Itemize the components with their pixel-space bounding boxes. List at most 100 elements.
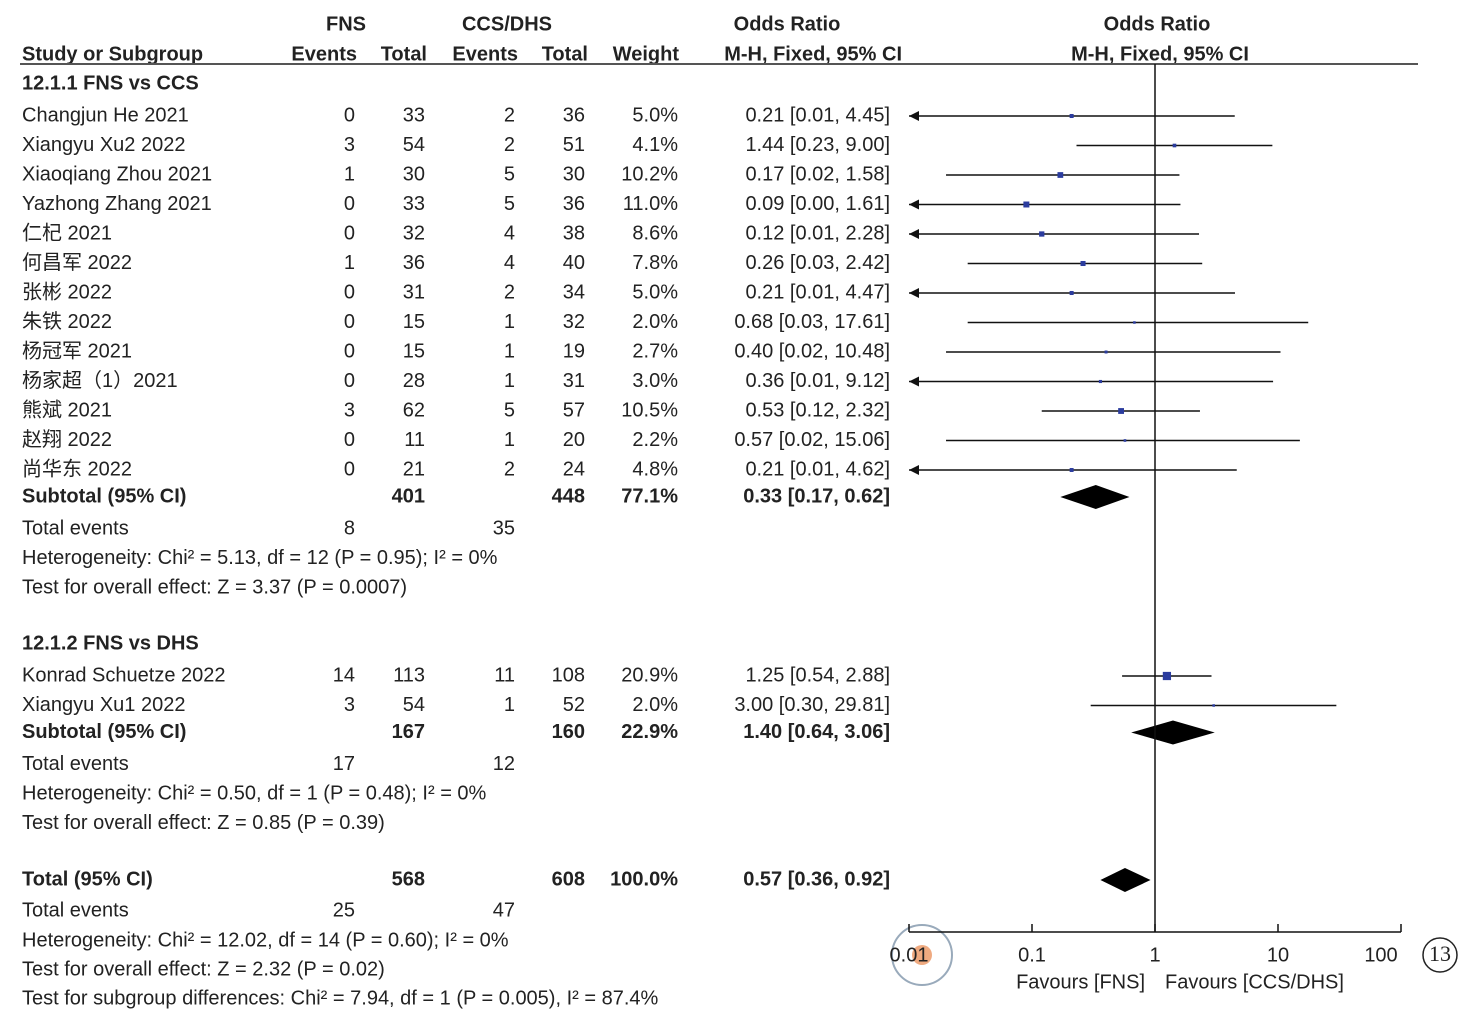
cell-ci-label: 3.00 [0.30, 29.81] xyxy=(734,694,890,716)
header: Total xyxy=(542,43,588,65)
header: Total xyxy=(381,43,427,65)
weight-square xyxy=(1069,113,1074,119)
row-label: 仁杞 2021 xyxy=(22,221,112,244)
cell-n1: 28 xyxy=(403,370,425,392)
heterogeneity: Heterogeneity: Chi² = 0.50, df = 1 (P = … xyxy=(22,782,487,804)
header: Odds Ratio xyxy=(734,13,841,35)
ci-arrow xyxy=(909,465,919,475)
overall-effect: Test for overall effect: Z = 0.85 (P = 0… xyxy=(22,812,385,834)
weight-square xyxy=(1104,350,1108,354)
cell-n2: 40 xyxy=(563,252,585,274)
cell-ci-label: 0.40 [0.02, 10.48] xyxy=(734,340,890,362)
row-label: 张彬 2022 xyxy=(22,280,112,303)
cell-e1: 0 xyxy=(344,340,355,362)
cell-ci-label: 0.68 [0.03, 17.61] xyxy=(734,311,890,333)
cell-ci-label: 1.25 [0.54, 2.88] xyxy=(745,664,890,686)
cell-ci-label: 0.57 [0.36, 0.92] xyxy=(743,868,890,890)
header: Study or Subgroup xyxy=(22,43,203,65)
cell-events: 25 xyxy=(333,899,355,921)
cell-n1: 36 xyxy=(403,252,425,274)
cell-ci-label: 0.21 [0.01, 4.45] xyxy=(745,104,890,126)
cell-weight-label: 3.0% xyxy=(632,370,678,392)
row-label: Yazhong Zhang 2021 xyxy=(22,193,212,215)
summary-diamond xyxy=(1131,720,1215,745)
cell-ci-label: 0.12 [0.01, 2.28] xyxy=(745,222,890,244)
subgroup-differences: Test for subgroup differences: Chi² = 7.… xyxy=(22,987,659,1009)
x-tick-label: 1 xyxy=(1149,944,1160,966)
row-label: Xiaoqiang Zhou 2021 xyxy=(22,163,212,185)
cell-weight-label: 2.0% xyxy=(632,311,678,333)
cell-e2: 1 xyxy=(504,694,515,716)
cell-n2: 20 xyxy=(563,429,585,451)
cell-e1: 0 xyxy=(344,193,355,215)
cell-n1: 15 xyxy=(403,311,425,333)
ci-arrow xyxy=(909,111,919,121)
cell-e2: 5 xyxy=(504,399,515,421)
cell-ci-label: 0.21 [0.01, 4.47] xyxy=(745,281,890,303)
cell-e2: 2 xyxy=(504,281,515,303)
x-tick-label: 0.01 xyxy=(890,944,929,966)
header: CCS/DHS xyxy=(462,13,552,35)
cell-events: 8 xyxy=(344,517,355,539)
weight-square xyxy=(1057,172,1064,178)
cell-e1: 0 xyxy=(344,311,355,333)
row-label: 杨冠军 2021 xyxy=(22,339,132,362)
row-label: Konrad Schuetze 2022 xyxy=(22,664,226,686)
cell-weight-label: 100.0% xyxy=(610,868,678,890)
x-tick-label: 0.1 xyxy=(1018,944,1046,966)
overall-effect: Test for overall effect: Z = 2.32 (P = 0… xyxy=(22,958,385,980)
row-label: Total events xyxy=(22,517,129,539)
cell-weight-label: 4.8% xyxy=(632,458,678,480)
cell-n2: 57 xyxy=(563,399,585,421)
weight-square xyxy=(1118,408,1125,414)
row-label: 赵翔 2022 xyxy=(22,428,112,451)
figure-number: 13 xyxy=(1429,941,1451,966)
cell-e2: 2 xyxy=(504,458,515,480)
cell-n2: 30 xyxy=(563,163,585,185)
cell-e2: 2 xyxy=(504,104,515,126)
cell-n1: 401 xyxy=(392,485,425,507)
cell-n2: 38 xyxy=(563,222,585,244)
cell-e1: 1 xyxy=(344,252,355,274)
weight-square xyxy=(1162,671,1172,681)
cell-e2: 4 xyxy=(504,252,515,274)
cell-e1: 3 xyxy=(344,694,355,716)
cell-ci-label: 0.09 [0.00, 1.61] xyxy=(745,193,890,215)
cell-weight-label: 2.0% xyxy=(632,694,678,716)
x-tick-label: 10 xyxy=(1267,944,1289,966)
cell-weight-label: 5.0% xyxy=(632,104,678,126)
weight-square xyxy=(1172,143,1177,148)
cell-n2: 36 xyxy=(563,193,585,215)
summary-diamond xyxy=(1100,868,1151,892)
cell-ci-label: 0.33 [0.17, 0.62] xyxy=(743,485,890,507)
cell-e2: 11 xyxy=(494,664,515,686)
cell-n1: 33 xyxy=(403,193,425,215)
cell-n2: 32 xyxy=(563,311,585,333)
row-label: Subtotal (95% CI) xyxy=(22,721,186,743)
cell-ci-label: 0.57 [0.02, 15.06] xyxy=(734,429,890,451)
x-tick-label: 100 xyxy=(1364,944,1397,966)
cell-e1: 0 xyxy=(344,281,355,303)
cell-weight-label: 2.2% xyxy=(632,429,678,451)
cell-n1: 33 xyxy=(403,104,425,126)
cell-ci-label: 0.53 [0.12, 2.32] xyxy=(745,399,890,421)
cell-weight-label: 10.2% xyxy=(621,163,678,185)
cell-e2: 1 xyxy=(504,370,515,392)
weight-square xyxy=(1023,201,1030,208)
overall-effect: Test for overall effect: Z = 3.37 (P = 0… xyxy=(22,576,407,598)
cell-n2: 19 xyxy=(563,340,585,362)
ci-arrow xyxy=(909,199,919,210)
cell-n1: 568 xyxy=(392,868,425,890)
header: M-H, Fixed, 95% CI xyxy=(724,43,902,65)
row-label: 尚华东 2022 xyxy=(22,457,132,480)
cell-n2: 24 xyxy=(563,458,585,480)
cell-ci-label: 1.40 [0.64, 3.06] xyxy=(743,721,890,743)
cell-n2: 108 xyxy=(552,664,585,686)
cell-n2: 34 xyxy=(563,281,585,303)
logo xyxy=(912,945,932,965)
weight-square xyxy=(1123,439,1127,442)
cell-n2: 51 xyxy=(563,134,585,156)
cell-e2: 5 xyxy=(504,163,515,185)
group-title: 12.1.1 FNS vs CCS xyxy=(22,72,199,94)
row-label: 何昌军 2022 xyxy=(22,251,132,274)
